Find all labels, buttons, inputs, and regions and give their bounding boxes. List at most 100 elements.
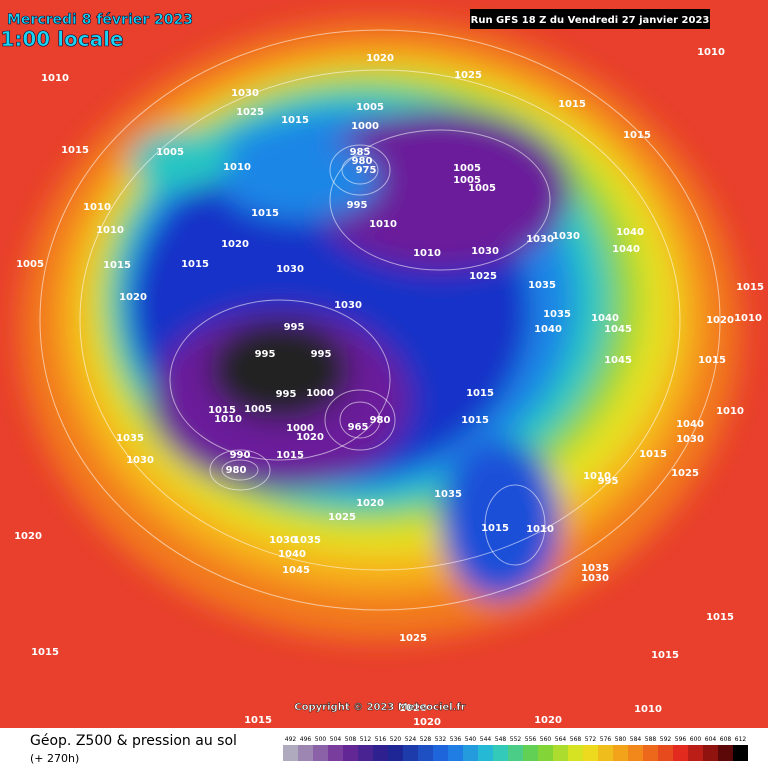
colorbar-tick-label: 580 <box>615 736 627 743</box>
isobar-label: 1020 <box>14 531 42 542</box>
isobar-label: 1035 <box>116 433 144 444</box>
copyright: Copyright © 2023 Meteociel.fr <box>294 702 465 713</box>
isobar-label: 990 <box>230 450 251 461</box>
isobar-label: 1005 <box>453 163 481 174</box>
isobar-label: 1030 <box>471 246 499 257</box>
isobar-label: 1010 <box>214 414 242 425</box>
colorbar-swatch <box>448 745 463 761</box>
colorbar-swatch <box>643 745 658 761</box>
isobar-label: 1035 <box>528 280 556 291</box>
isobar-label: 980 <box>352 156 373 167</box>
isobar-labels: 1010101510301025101510201025100510101010… <box>14 47 764 728</box>
colorbar-swatch <box>478 745 493 761</box>
isobar-label: 1040 <box>278 549 306 560</box>
isobar-label: 1010 <box>634 704 662 715</box>
isobar-label: 995 <box>276 389 297 400</box>
colorbar-tick-label: 548 <box>495 736 507 743</box>
isobar-label: 1015 <box>251 208 279 219</box>
isobar-label: 1015 <box>61 145 89 156</box>
colorbar-tick-label: 584 <box>630 736 642 743</box>
colorbar-tick-label: 568 <box>570 736 582 743</box>
colorbar-swatch <box>628 745 643 761</box>
colorbar-swatch <box>688 745 703 761</box>
map-date: Mercredi 8 février 2023 <box>7 12 193 28</box>
isobar-label: 1045 <box>604 324 632 335</box>
colorbar-swatch <box>418 745 433 761</box>
isobar-label: 1035 <box>434 489 462 500</box>
colorbar-tick-label: 600 <box>690 736 702 743</box>
colorbar-tick-label: 536 <box>450 736 462 743</box>
isobar-label: 1025 <box>671 468 699 479</box>
colorbar-swatch <box>568 745 583 761</box>
isobar-label: 1015 <box>208 405 236 416</box>
colorbar-swatch <box>328 745 343 761</box>
colorbar-swatch <box>733 745 748 761</box>
colorbar-swatch <box>553 745 568 761</box>
isobar-label: 1035 <box>581 563 609 574</box>
isobar-label: 1005 <box>16 259 44 270</box>
isobar-label: 1035 <box>293 535 321 546</box>
isobar-label: 1030 <box>269 535 297 546</box>
isobar-label: 1035 <box>543 309 571 320</box>
isobar-label: 1000 <box>286 423 314 434</box>
colorbar-swatch <box>493 745 508 761</box>
isobar-label: 1005 <box>244 404 272 415</box>
colorbar-tick-label: 556 <box>525 736 537 743</box>
colorbar-tick-label: 512 <box>360 736 372 743</box>
isobar-label: 1030 <box>581 573 609 584</box>
colorbar-tick-label: 528 <box>420 736 432 743</box>
isobar-label: 1025 <box>469 271 497 282</box>
isobar-label: 995 <box>284 322 305 333</box>
isobar-label: 1030 <box>276 264 304 275</box>
colorbar-swatch <box>298 745 313 761</box>
colorbar-swatch <box>703 745 718 761</box>
isobar-label: 995 <box>598 476 619 487</box>
colorbar-swatch <box>433 745 448 761</box>
colorbar-swatch <box>463 745 478 761</box>
isobar-label: 1015 <box>623 130 651 141</box>
colorbar-tick-label: 604 <box>705 736 717 743</box>
isobar-label: 1015 <box>461 415 489 426</box>
isobar-label: 1020 <box>366 53 394 64</box>
isobar-label: 1005 <box>468 183 496 194</box>
colorbar-tick-label: 496 <box>300 736 312 743</box>
isobar-label: 1015 <box>181 259 209 270</box>
isobar-label: 1010 <box>83 202 111 213</box>
isobar-label: 1030 <box>526 234 554 245</box>
isobar-label: 1040 <box>612 244 640 255</box>
isobar-label: 1040 <box>534 324 562 335</box>
colorbar-tick-label: 532 <box>435 736 447 743</box>
colorbar-tick-label: 508 <box>345 736 357 743</box>
isobar-label: 1010 <box>734 313 762 324</box>
isobar-label: 1040 <box>591 313 619 324</box>
isobar-label: 1005 <box>356 102 384 113</box>
colorbar-swatch <box>613 745 628 761</box>
isobar-label: 1000 <box>306 388 334 399</box>
isobar-label: 1005 <box>156 147 184 158</box>
colorbar-tick-label: 612 <box>735 736 747 743</box>
isobar-label: 1010 <box>41 73 69 84</box>
isobar-label: 1015 <box>31 647 59 658</box>
legend-subtitle: (+ 270h) <box>30 752 79 765</box>
isobar-label: 1015 <box>698 355 726 366</box>
colorbar-swatch <box>373 745 388 761</box>
isobar-label: 1015 <box>244 715 272 726</box>
isobar-label: 995 <box>347 200 368 211</box>
isobar-label: 1020 <box>119 292 147 303</box>
colorbar-tick-label: 560 <box>540 736 552 743</box>
colorbar-tick-label: 572 <box>585 736 597 743</box>
isobar-label: 1020 <box>413 717 441 728</box>
isobar-label: 995 <box>311 349 332 360</box>
isobar-label: 980 <box>226 465 247 476</box>
colorbar-swatch <box>598 745 613 761</box>
isobar-label: 1010 <box>369 219 397 230</box>
isobar-label: 1020 <box>296 432 324 443</box>
isobar-label: 1020 <box>706 315 734 326</box>
legend-title: Géop. Z500 & pression au sol <box>30 733 237 749</box>
isobar-label: 1025 <box>454 70 482 81</box>
isobar-label: 1010 <box>413 248 441 259</box>
isobar-label: 1010 <box>716 406 744 417</box>
colorbar-swatch <box>658 745 673 761</box>
